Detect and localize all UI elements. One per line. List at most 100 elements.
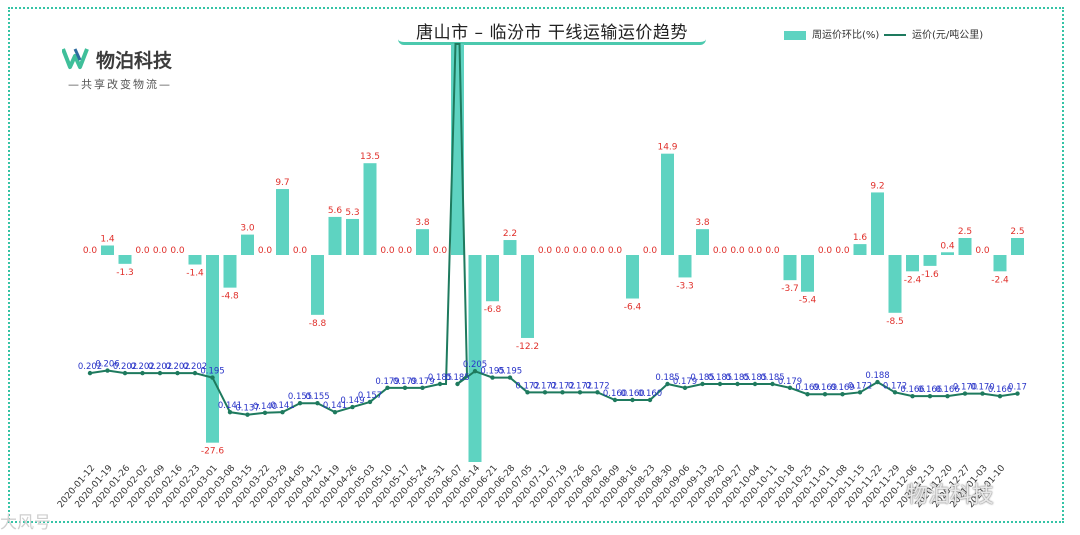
price-point [682, 385, 688, 391]
price-value-label: 0.202 [113, 362, 137, 372]
bar-value-label: 0.0 [398, 246, 413, 256]
price-point [332, 409, 338, 415]
price-point [87, 370, 93, 376]
bar-value-label: -2.4 [991, 275, 1009, 285]
bar-value-label: 2.5 [958, 227, 972, 237]
price-value-label: 0.195 [200, 367, 224, 377]
price-value-label: 0.141 [323, 401, 347, 411]
price-value-label: 0.195 [480, 367, 504, 377]
price-value-label: 0.185 [428, 373, 452, 383]
price-point [840, 392, 845, 397]
price-line [89, 43, 1018, 416]
bar [311, 255, 324, 315]
bar [853, 244, 867, 255]
price-value-label: 0.166 [935, 385, 959, 395]
bar-value-label: 0.0 [433, 246, 448, 256]
price-point [787, 385, 793, 391]
bar-value-label: 0.0 [643, 246, 658, 256]
price-value-label: 0.166 [988, 385, 1012, 395]
bar-value-label: 0.0 [573, 246, 588, 256]
price-point [385, 385, 390, 391]
price-point [717, 381, 723, 387]
bar-value-label: -8.8 [309, 319, 327, 329]
price-point [315, 401, 320, 406]
price-value-label: 0.160 [603, 389, 627, 399]
price-point [560, 390, 565, 395]
legend-bar-label: 周运价环比(%) [812, 30, 880, 41]
bar-value-label: 2.2 [503, 229, 517, 239]
bar-value-label: 5.3 [345, 208, 359, 218]
bar [468, 255, 482, 462]
price-point [857, 390, 863, 395]
price-point [490, 375, 495, 380]
price-point [910, 393, 915, 399]
price-value-label: 0.137 [235, 404, 259, 414]
price-point [472, 369, 478, 374]
bar [906, 255, 919, 272]
bar-value-label: 5.6 [328, 206, 343, 216]
price-value-label: 0.141 [270, 401, 294, 411]
price-value-label: 0.179 [393, 377, 417, 387]
chart-frame [8, 7, 1064, 523]
bar-value-label: -1.4 [186, 269, 204, 279]
price-point [192, 370, 198, 376]
bar-value-label: 2.5 [1010, 227, 1024, 237]
bar [783, 255, 797, 281]
price-point [350, 404, 355, 410]
price-value-label: 0.172 [533, 381, 557, 391]
price-point [542, 390, 548, 395]
price-point [735, 381, 740, 387]
bar-value-label: -2.4 [904, 275, 922, 285]
watermark-right: 物泊科技 [906, 483, 995, 508]
bar [678, 255, 692, 278]
bar [416, 229, 429, 255]
price-point [157, 370, 163, 376]
bar [958, 238, 972, 255]
bar-value-label: 0.0 [555, 246, 570, 256]
bar-value-label: 1.4 [100, 234, 115, 244]
price-point [1015, 391, 1020, 396]
bar [626, 255, 639, 299]
bar [241, 234, 254, 255]
price-value-label: 0.169 [830, 383, 854, 393]
price-value-label: 0.185 [445, 373, 469, 383]
legend-line-label: 运价(元/吨公里) [912, 30, 984, 41]
bar-value-label: -5.4 [799, 296, 817, 306]
watermark-left: 大风号 [0, 513, 51, 533]
bar [696, 229, 709, 255]
price-point [945, 393, 950, 399]
bar-value-label: 3.8 [415, 218, 430, 228]
legend-line-swatch [884, 34, 906, 36]
x-axis-ticks: 2020-01-122020-01-192020-01-262020-02-02… [56, 463, 1007, 510]
bar-value-label: 3.0 [240, 224, 255, 234]
bar-value-label: 0.0 [975, 246, 990, 256]
bar-value-label: -8.5 [886, 317, 904, 327]
chart-title: 唐山市 – 临汾市 干线运输运价趋势 [416, 23, 688, 43]
price-value-label: 0.179 [673, 377, 697, 387]
price-value-label: 0.179 [778, 377, 802, 387]
bar-value-label: -4.8 [221, 292, 239, 302]
price-point [402, 385, 408, 391]
bar-value-label: 0.0 [83, 246, 98, 256]
bar [521, 255, 534, 338]
price-value-label: 0.155 [288, 392, 312, 402]
line-label-series: 0.2020.2060.2020.2020.2020.2020.2020.195… [78, 360, 1027, 414]
bar-value-label: 0.0 [818, 246, 833, 256]
bar-value-label: 0.0 [713, 246, 728, 256]
price-value-label: 0.185 [743, 373, 767, 383]
bar-value-label: 0.0 [153, 246, 168, 256]
price-value-label: 0.172 [515, 381, 539, 391]
bar [328, 216, 342, 255]
price-point [525, 390, 530, 395]
bar-value-label: 0.0 [835, 246, 850, 256]
bar-value-label: 0.0 [748, 246, 763, 256]
price-value-label: 0.141 [218, 401, 242, 411]
price-value-label: 0.140 [253, 402, 277, 412]
bar-value-label: 13.5 [360, 152, 380, 162]
legend-bar-swatch [784, 30, 806, 40]
price-value-label: 0.149 [340, 396, 364, 406]
price-value-label: 0.185 [725, 373, 749, 383]
price-point [210, 375, 215, 380]
bar-value-label: 0.0 [730, 246, 745, 256]
price-value-label: 0.170 [970, 383, 994, 393]
